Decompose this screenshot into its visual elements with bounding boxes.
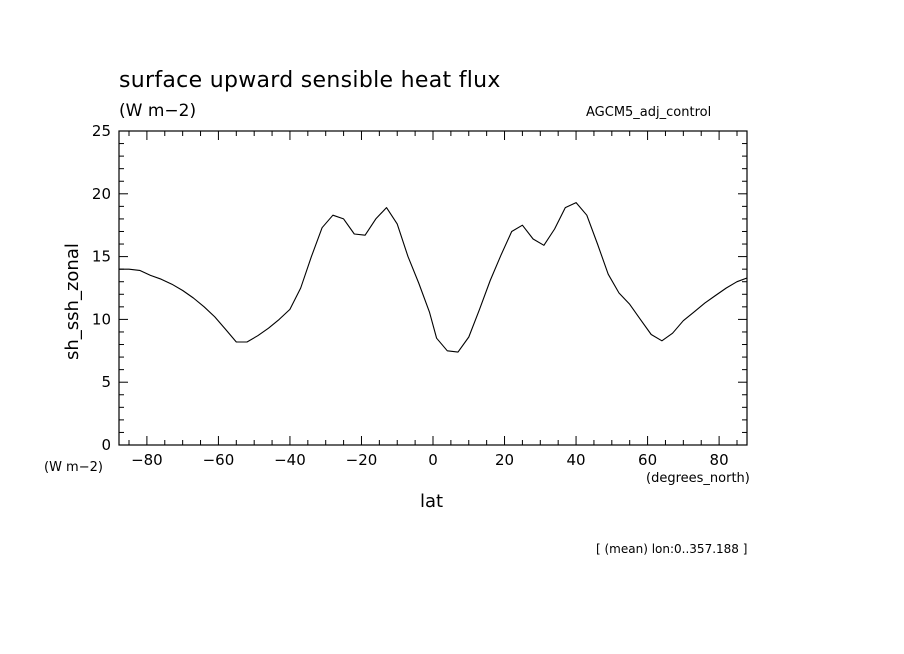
y-tick-label: 5 bbox=[101, 373, 111, 391]
y-axis-ticks: 0 5 10 15 20 25 bbox=[92, 122, 747, 454]
y-axis-label: sh_ssh_zonal bbox=[62, 243, 83, 360]
chart-title: surface upward sensible heat flux bbox=[119, 68, 501, 93]
y-tick-label: 0 bbox=[101, 436, 111, 454]
x-tick-label: −60 bbox=[203, 451, 235, 469]
averaging-note: [ (mean) lon:0..357.188 ] bbox=[596, 542, 748, 556]
x-tick-label: 60 bbox=[638, 451, 657, 469]
x-tick-label: −40 bbox=[274, 451, 306, 469]
x-tick-label: −20 bbox=[346, 451, 378, 469]
x-tick-label: 0 bbox=[428, 451, 438, 469]
x-tick-label: −80 bbox=[131, 451, 163, 469]
y-tick-label: 25 bbox=[92, 122, 111, 140]
x-axis-units: (degrees_north) bbox=[646, 471, 750, 486]
series-group bbox=[119, 202, 748, 353]
y-tick-label: 20 bbox=[92, 185, 111, 203]
y-tick-label: 10 bbox=[92, 310, 111, 328]
x-axis-label: lat bbox=[420, 491, 444, 512]
x-tick-label: 40 bbox=[567, 451, 586, 469]
series-line bbox=[119, 202, 748, 353]
run-label: AGCM5_adj_control bbox=[586, 105, 712, 120]
x-axis-ticks: −80 −60 −40 −20 0 20 40 60 80 bbox=[128, 131, 738, 469]
y-tick-label: 15 bbox=[92, 248, 111, 266]
x-tick-label: 80 bbox=[710, 451, 729, 469]
plot-frame bbox=[118, 130, 748, 446]
y-axis-units: (W m−2) bbox=[44, 460, 103, 475]
chart-subtitle-units: (W m−2) bbox=[119, 101, 197, 121]
x-tick-label: 20 bbox=[495, 451, 514, 469]
